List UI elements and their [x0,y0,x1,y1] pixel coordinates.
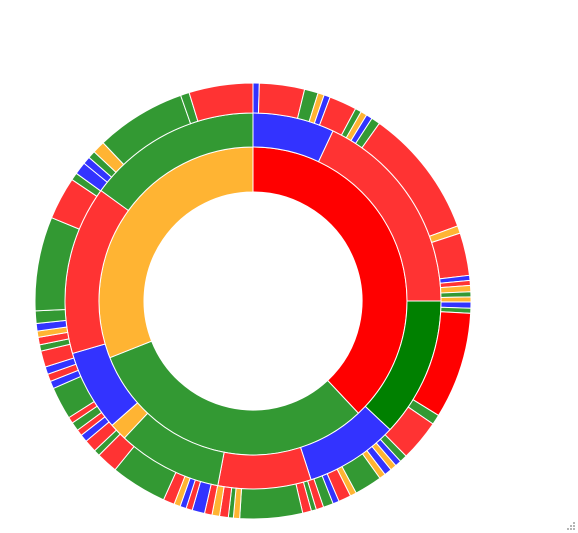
resize-grip-icon[interactable] [566,521,575,530]
ring-3-segment-37[interactable] [239,483,304,520]
ring-3-segment-2[interactable] [257,82,306,119]
ring-3-segment-75[interactable] [188,82,254,122]
ring-3-segment-18[interactable] [440,296,472,303]
